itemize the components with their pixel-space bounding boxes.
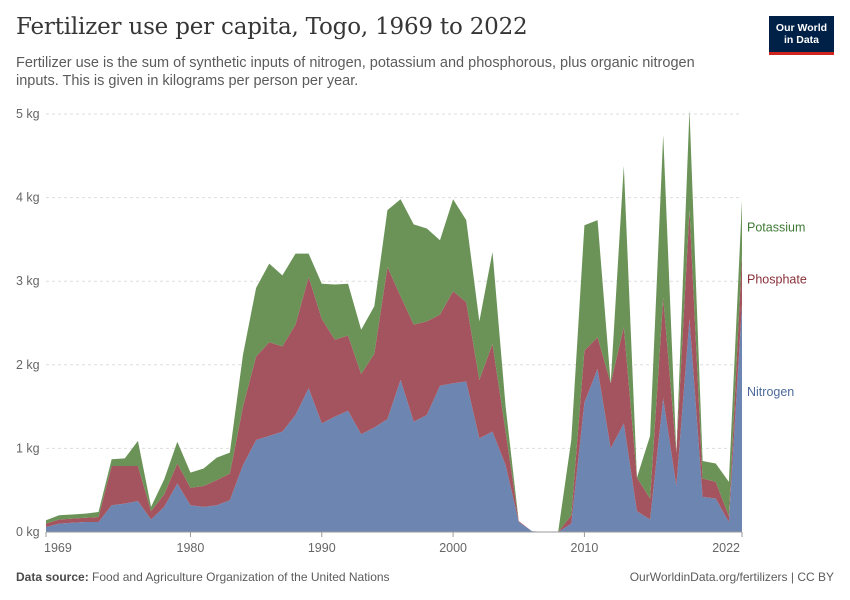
area-series[interactable] <box>46 109 742 532</box>
x-tick-label: 1969 <box>44 541 72 555</box>
chart-title: Fertilizer use per capita, Togo, 1969 to… <box>16 14 528 40</box>
y-tick-label: 4 kg <box>16 191 40 205</box>
series-labels: Potassium Phosphate Nitrogen <box>747 221 807 399</box>
y-tick-label: 3 kg <box>16 274 40 288</box>
x-tick-label: 2000 <box>439 541 467 555</box>
source-link[interactable]: OurWorldinData.org/fertilizers | CC BY <box>629 570 834 584</box>
logo-line-2: in Data <box>783 34 819 46</box>
y-tick-label: 2 kg <box>16 358 40 372</box>
potassium-area[interactable] <box>46 109 742 532</box>
y-tick-label: 5 kg <box>16 107 40 121</box>
nitrogen-area[interactable] <box>46 304 742 532</box>
owid-logo[interactable]: Our World in Data <box>769 16 834 55</box>
data-source: Data source: Food and Agriculture Organi… <box>16 570 390 584</box>
x-tick-label: 1980 <box>177 541 205 555</box>
y-tick-label: 0 kg <box>16 525 40 539</box>
phosphate-area[interactable] <box>46 210 742 532</box>
potassium-label: Potassium <box>747 221 805 235</box>
x-tick-label: 1990 <box>308 541 336 555</box>
logo-line-1: Our World <box>775 22 828 34</box>
phosphate-label: Phosphate <box>747 273 807 287</box>
stacked-area-chart: 1969 1980 1990 2000 2010 2022 0 kg 1 kg 2 kg 3 k… <box>16 107 807 555</box>
chart-subtitle: Fertilizer use is the sum of synthetic i… <box>16 55 695 89</box>
x-tick-label: 2022 <box>712 541 740 555</box>
nitrogen-label: Nitrogen <box>747 385 794 399</box>
x-axis: 1969 1980 1990 2000 2010 2022 <box>44 531 743 555</box>
x-tick-label: 2010 <box>571 541 599 555</box>
data-source-text: Food and Agriculture Organization of the… <box>92 570 390 584</box>
y-tick-label: 1 kg <box>16 441 40 455</box>
data-source-label: Data source: <box>16 570 89 584</box>
y-axis: 0 kg 1 kg 2 kg 3 kg 4 kg 5 kg <box>16 107 40 539</box>
